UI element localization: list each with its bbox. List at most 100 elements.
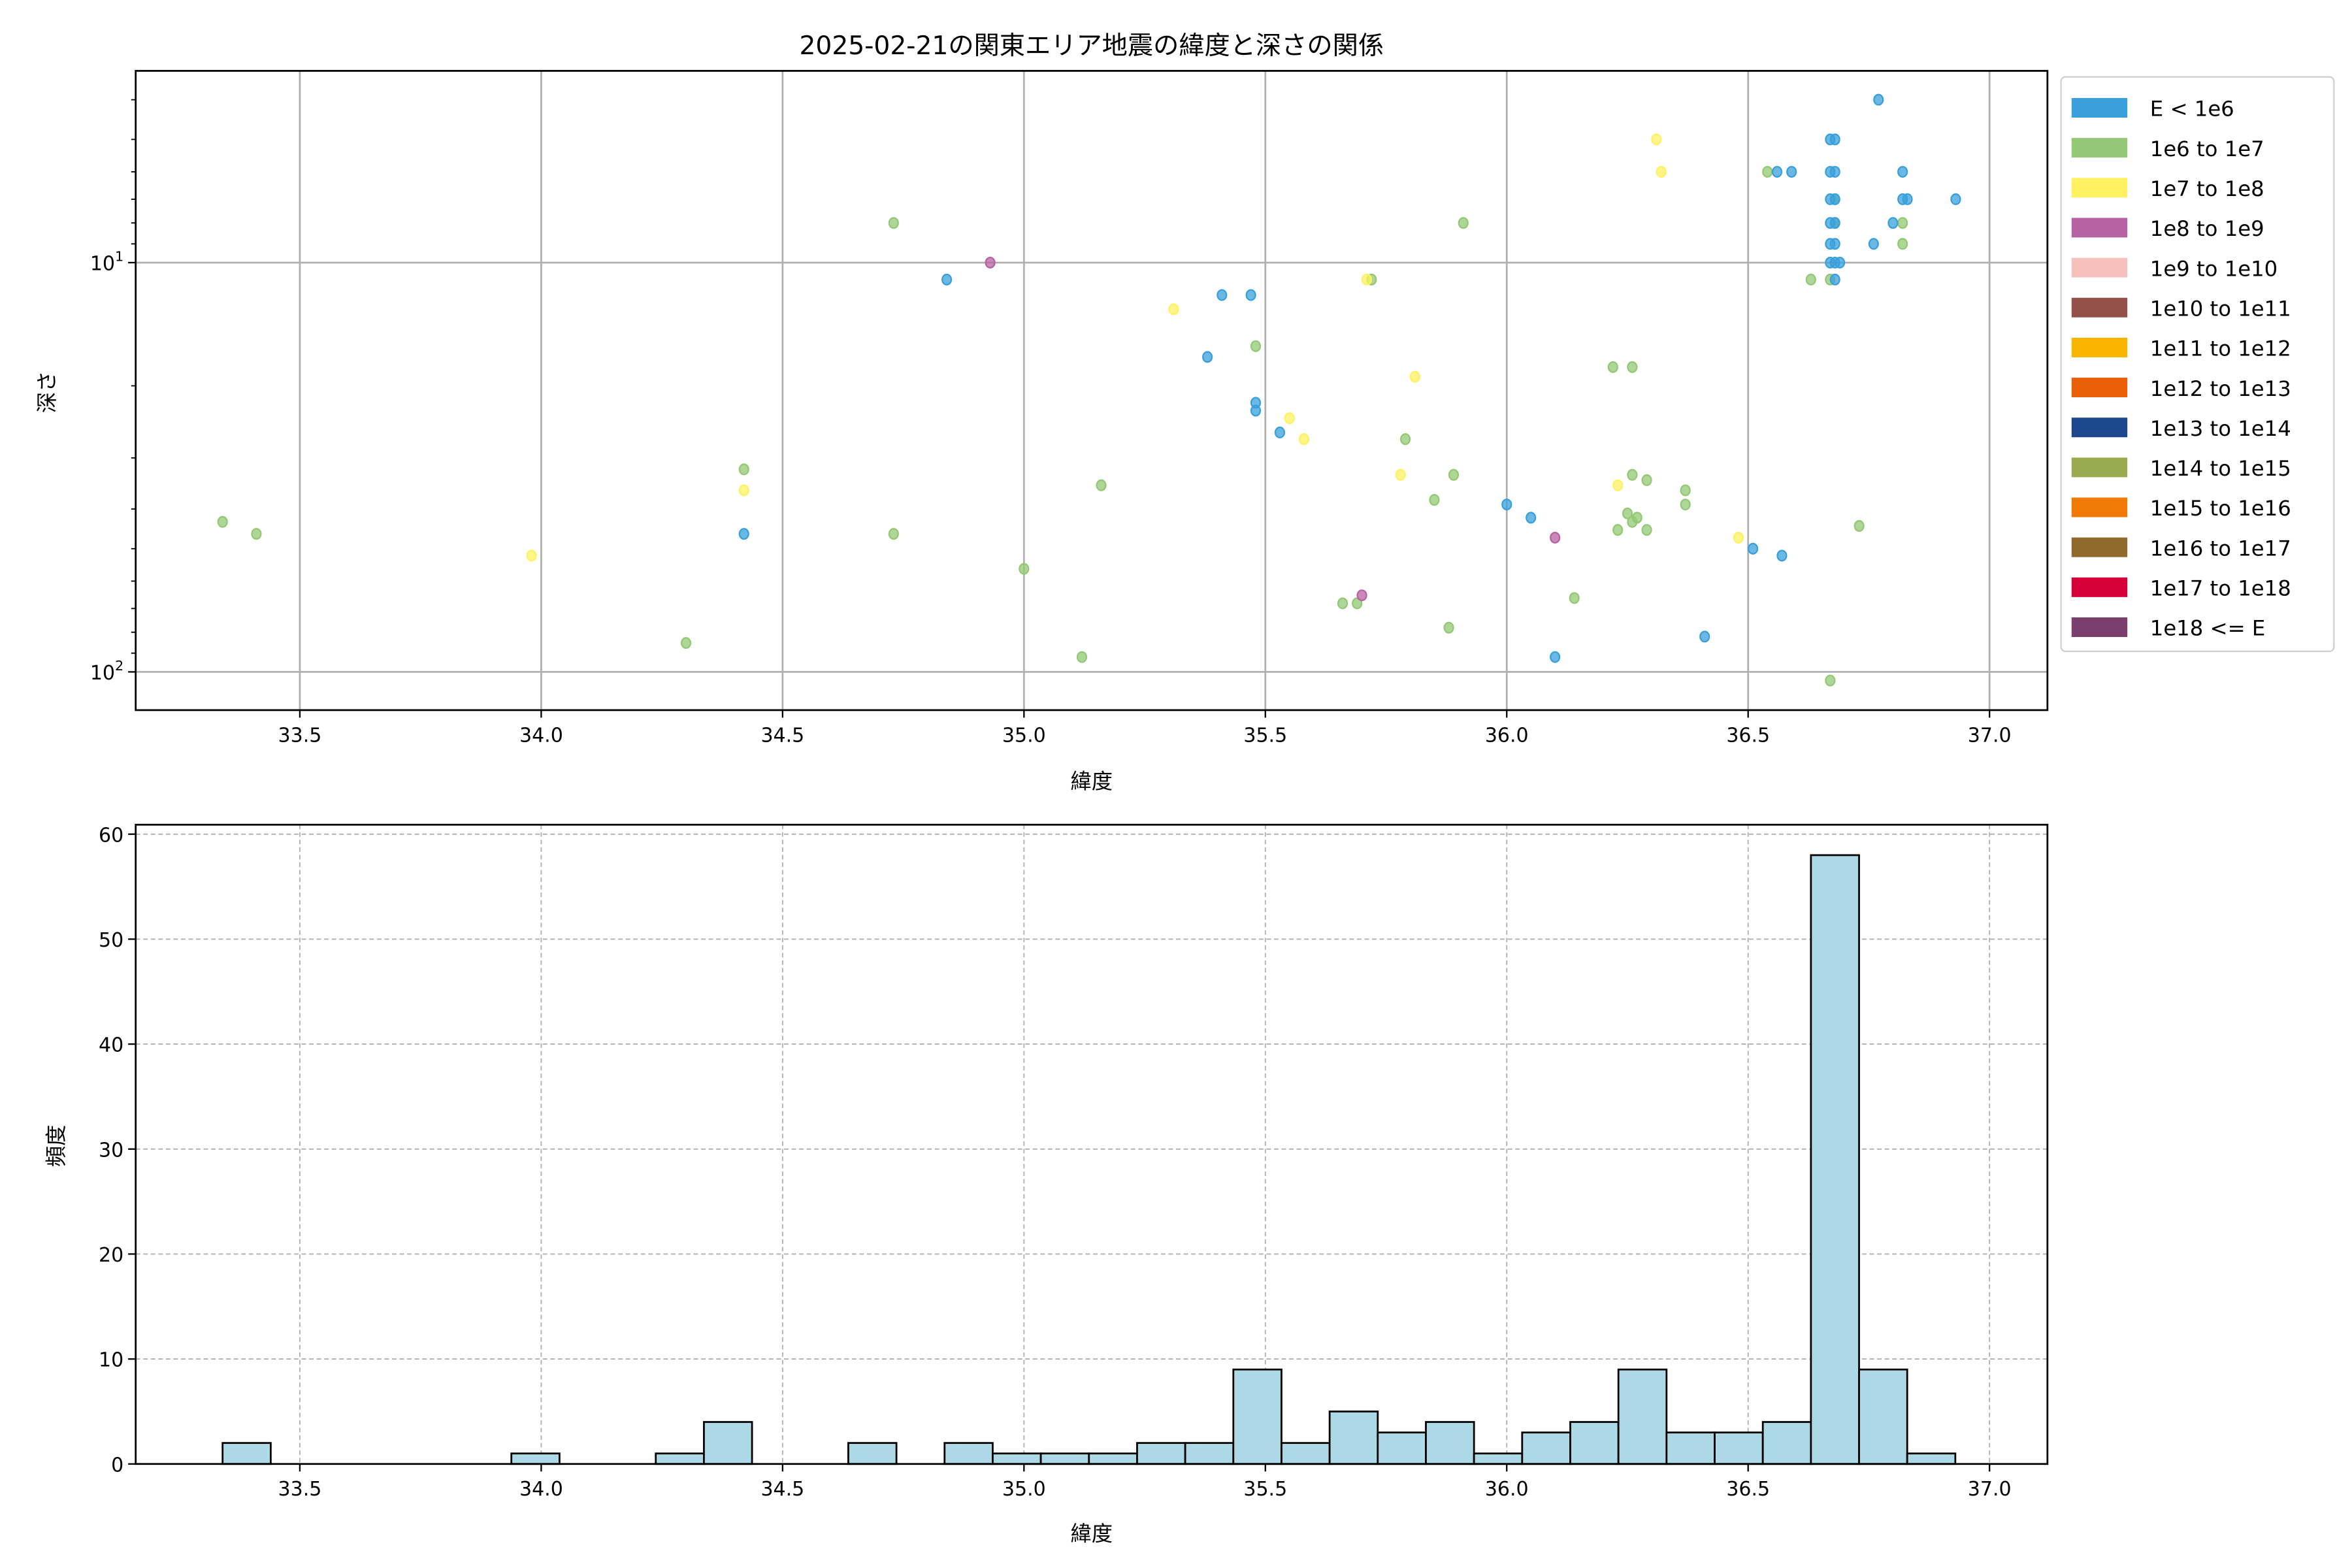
- histogram-x-tick-label: 35.0: [1002, 1478, 1046, 1501]
- histogram-bar: [1521, 1431, 1571, 1465]
- scatter-point: [1902, 193, 1913, 205]
- scatter-point: [1627, 361, 1638, 373]
- scatter-point: [1399, 433, 1411, 446]
- scatter-point: [1829, 217, 1840, 229]
- legend-label: 1e18 <= E: [2150, 616, 2266, 641]
- scatter-point: [1168, 303, 1179, 316]
- scatter-point: [1448, 468, 1460, 481]
- scatter-x-tick-label: 37.0: [1968, 724, 2012, 747]
- scatter-point: [888, 528, 899, 540]
- legend-swatch: [2071, 457, 2128, 478]
- histogram-ticks: 33.5 34.0 34.5 35.0 35.5 36.0 36.5 37.0 0 10 20 30 4…: [99, 824, 2012, 1501]
- histogram-bar: [1425, 1421, 1475, 1465]
- scatter-point: [985, 256, 996, 269]
- histogram-bar: [1473, 1452, 1524, 1465]
- histogram-bar: [1569, 1421, 1620, 1465]
- scatter-point: [1337, 597, 1348, 610]
- histogram-bar: [1377, 1431, 1427, 1465]
- scatter-point: [1096, 479, 1107, 491]
- scatter-point: [1612, 524, 1624, 536]
- scatter-point: [1771, 165, 1783, 178]
- legend-label: E < 1e6: [2150, 97, 2234, 122]
- histogram-y-tick-label: 60: [99, 824, 123, 847]
- legend-label: 1e15 to 1e16: [2150, 496, 2291, 521]
- scatter-point: [1835, 256, 1846, 269]
- scatter-point: [1829, 165, 1840, 178]
- histogram-bar: [1184, 1442, 1235, 1465]
- scatter-point: [1733, 531, 1744, 544]
- legend-swatch: [2071, 417, 2128, 438]
- histogram-bar: [943, 1442, 994, 1465]
- scatter-point: [1550, 651, 1561, 663]
- scatter-point: [1352, 597, 1363, 610]
- scatter-point: [1829, 133, 1840, 146]
- histogram-bar: [703, 1421, 753, 1465]
- scatter-point: [1202, 351, 1213, 363]
- histogram-x-tick-label: 34.0: [519, 1478, 563, 1501]
- scatter-x-tick-label: 36.5: [1726, 724, 1770, 747]
- scatter-point: [1429, 494, 1440, 506]
- scatter-point: [1250, 340, 1262, 352]
- scatter-point: [526, 549, 537, 562]
- histogram-bar: [510, 1452, 561, 1465]
- legend-label: 1e11 to 1e12: [2150, 336, 2291, 361]
- scatter-point: [1748, 542, 1759, 555]
- legend-swatch: [2071, 577, 2128, 597]
- scatter-point: [1873, 93, 1884, 106]
- scatter-point: [888, 217, 899, 229]
- legend-label: 1e16 to 1e17: [2150, 536, 2291, 561]
- histogram-bar: [221, 1442, 272, 1465]
- scatter-x-tick-label: 34.5: [760, 724, 804, 747]
- histogram-bar: [1906, 1452, 1957, 1465]
- scatter-x-tick-label: 34.0: [519, 724, 563, 747]
- scatter-point: [1612, 479, 1624, 491]
- scatter-point: [1550, 531, 1561, 544]
- scatter-point: [941, 273, 953, 286]
- scatter-grid: [135, 71, 2048, 710]
- legend-label: 1e8 to 1e9: [2150, 216, 2264, 241]
- scatter-point: [1887, 217, 1899, 229]
- scatter-point: [251, 528, 262, 540]
- scatter-point: [1786, 165, 1797, 178]
- legend: E < 1e6 1e6 to 1e7 1e7 to 1e8 1e8 to 1e9 1e9…: [2071, 97, 2291, 641]
- histogram-x-tick-label: 35.5: [1243, 1478, 1287, 1501]
- legend-label: 1e7 to 1e8: [2150, 176, 2264, 201]
- legend-swatch: [2071, 497, 2128, 517]
- scatter-point: [1622, 507, 1633, 519]
- histogram-bars: [221, 854, 1957, 1465]
- scatter-point: [1776, 549, 1788, 562]
- scatter-point: [1897, 238, 1908, 250]
- legend-swatch: [2071, 297, 2128, 318]
- histogram-bar: [1761, 1421, 1812, 1465]
- scatter-point: [738, 528, 749, 540]
- tick-base: 10: [90, 252, 115, 275]
- scatter-point: [1019, 563, 1030, 575]
- histogram-bar: [1136, 1442, 1186, 1465]
- scatter-point: [1356, 589, 1367, 602]
- histogram-bar: [655, 1452, 705, 1465]
- scatter-point: [1680, 484, 1691, 497]
- scatter-point: [1245, 289, 1256, 301]
- scatter-point: [1651, 133, 1662, 146]
- histogram-bar: [1810, 854, 1860, 1465]
- scatter-point: [1298, 433, 1309, 446]
- scatter-point: [1825, 674, 1836, 687]
- scatter-point: [1680, 498, 1691, 511]
- scatter-point: [1274, 426, 1286, 438]
- scatter-point: [1656, 165, 1667, 178]
- legend-label: 1e6 to 1e7: [2150, 137, 2264, 161]
- scatter-point: [1829, 238, 1840, 250]
- scatter-point: [1284, 412, 1295, 425]
- scatter-point: [1829, 273, 1840, 286]
- histogram-bar: [847, 1442, 898, 1465]
- legend-label: 1e17 to 1e18: [2150, 576, 2291, 601]
- histogram-bar: [1328, 1411, 1379, 1465]
- legend-swatch: [2071, 617, 2128, 637]
- scatter-point: [1217, 289, 1228, 301]
- histogram-bar: [1039, 1452, 1090, 1465]
- scatter-x-label: 緯度: [1070, 769, 1113, 794]
- legend-label: 1e14 to 1e15: [2150, 456, 2291, 481]
